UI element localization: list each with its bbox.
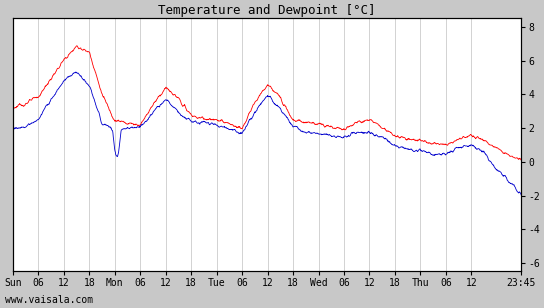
Title: Temperature and Dewpoint [°C]: Temperature and Dewpoint [°C] (158, 4, 376, 17)
Text: www.vaisala.com: www.vaisala.com (5, 295, 94, 305)
